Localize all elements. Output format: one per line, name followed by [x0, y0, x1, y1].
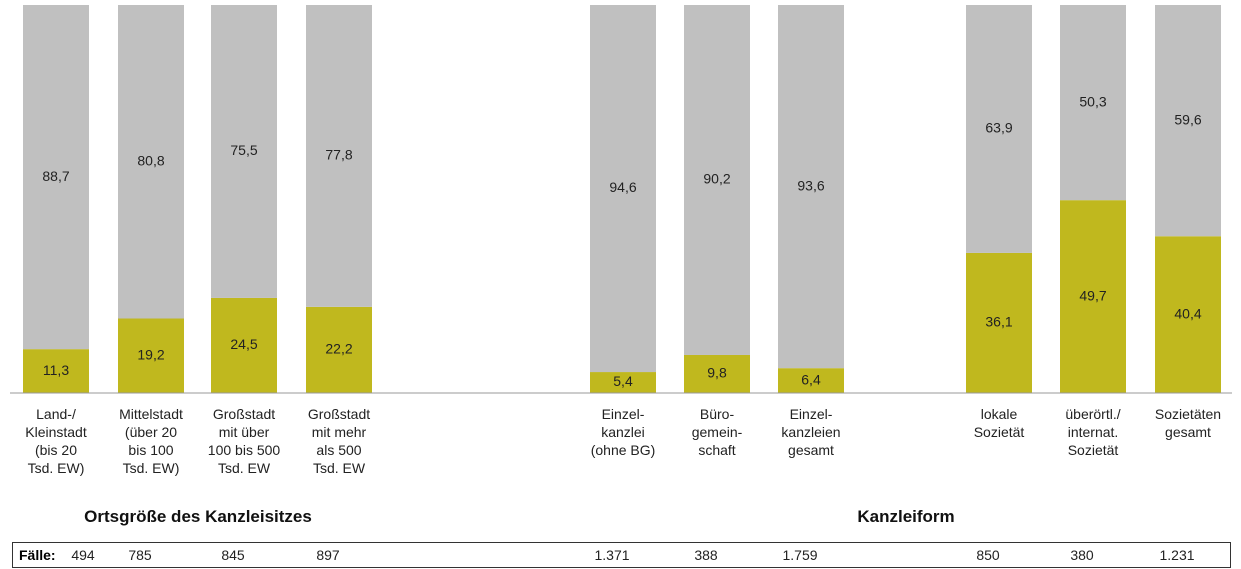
value-label: 11,3	[43, 362, 69, 378]
bar-segment	[23, 349, 89, 393]
x-tick-label: Großstadt mit über 100 bis 500 Tsd. EW	[207, 406, 281, 476]
x-tick-label: Sozietäten gesamt	[1154, 406, 1222, 440]
value-label: 19,2	[137, 346, 164, 362]
bar-segment	[966, 5, 1032, 253]
cases-value: 388	[694, 547, 718, 563]
value-label: 24,5	[230, 336, 257, 352]
value-label: 36,1	[985, 314, 1012, 330]
value-label: 77,8	[325, 147, 352, 163]
value-label: 9,8	[707, 365, 727, 381]
cases-label: Fälle:	[19, 547, 56, 563]
bar-segment	[1155, 236, 1221, 393]
value-label: 63,9	[985, 120, 1012, 136]
cases-value: 494	[71, 547, 95, 563]
group-title: Kanzleiform	[857, 507, 955, 526]
value-label: 49,7	[1079, 287, 1106, 303]
bar-segment	[211, 297, 277, 393]
bar-segment	[684, 354, 750, 393]
bar-segment	[778, 368, 844, 393]
value-label: 93,6	[797, 177, 824, 193]
x-tick-label: Land-/ Kleinstadt (bis 20 Tsd. EW)	[25, 406, 87, 476]
value-label: 5,4	[613, 373, 633, 389]
cases-row: Fälle: 494 785 845 897 1.371 388 1.759 850 380 1.…	[12, 542, 1231, 568]
bar-segment	[211, 5, 277, 298]
bar-segment	[306, 5, 372, 307]
x-tick-label: Einzel- kanzlei (ohne BG)	[590, 406, 656, 458]
bar-segment	[684, 5, 750, 355]
bar-segment	[1155, 5, 1221, 237]
group-title: Ortsgröße des Kanzleisitzes	[84, 507, 312, 526]
bar-segment	[590, 5, 656, 373]
cases-value: 1.371	[594, 547, 630, 563]
value-label: 22,2	[325, 341, 352, 357]
cases-value: 380	[1070, 547, 1094, 563]
bar-segment	[966, 252, 1032, 393]
x-tick-label: überörtl./ internat. Sozietät	[1065, 406, 1121, 458]
x-tick-label: Büro- gemein- schaft	[691, 406, 743, 458]
value-label: 6,4	[801, 371, 821, 387]
bar-segment	[1060, 200, 1126, 393]
bar-segment	[306, 306, 372, 393]
value-label: 75,5	[230, 142, 257, 158]
x-tick-label: Einzel- kanzleien gesamt	[781, 406, 841, 458]
value-label: 50,3	[1079, 93, 1106, 109]
value-label: 80,8	[137, 152, 164, 168]
bar-segment	[23, 5, 89, 350]
bar-segment	[118, 318, 184, 393]
x-tick-label: Mittelstadt (über 20 bis 100 Tsd. EW)	[119, 406, 183, 476]
cases-value: 845	[221, 547, 245, 563]
bar-segment	[778, 5, 844, 369]
cases-value: 897	[316, 547, 340, 563]
cases-value: 850	[976, 547, 1000, 563]
value-label: 88,7	[42, 168, 69, 184]
bar-segment	[1060, 5, 1126, 201]
value-label: 90,2	[703, 171, 730, 187]
bar-segment	[590, 372, 656, 393]
cases-value: 1.231	[1159, 547, 1195, 563]
value-label: 40,4	[1174, 305, 1201, 321]
value-label: 59,6	[1174, 111, 1201, 127]
x-tick-label: Großstadt mit mehr als 500 Tsd. EW	[307, 406, 371, 476]
cases-value: 1.759	[782, 547, 818, 563]
value-label: 94,6	[609, 179, 636, 195]
x-tick-label: lokale Sozietät	[973, 406, 1025, 440]
bar-segment	[118, 5, 184, 319]
cases-value: 785	[128, 547, 152, 563]
